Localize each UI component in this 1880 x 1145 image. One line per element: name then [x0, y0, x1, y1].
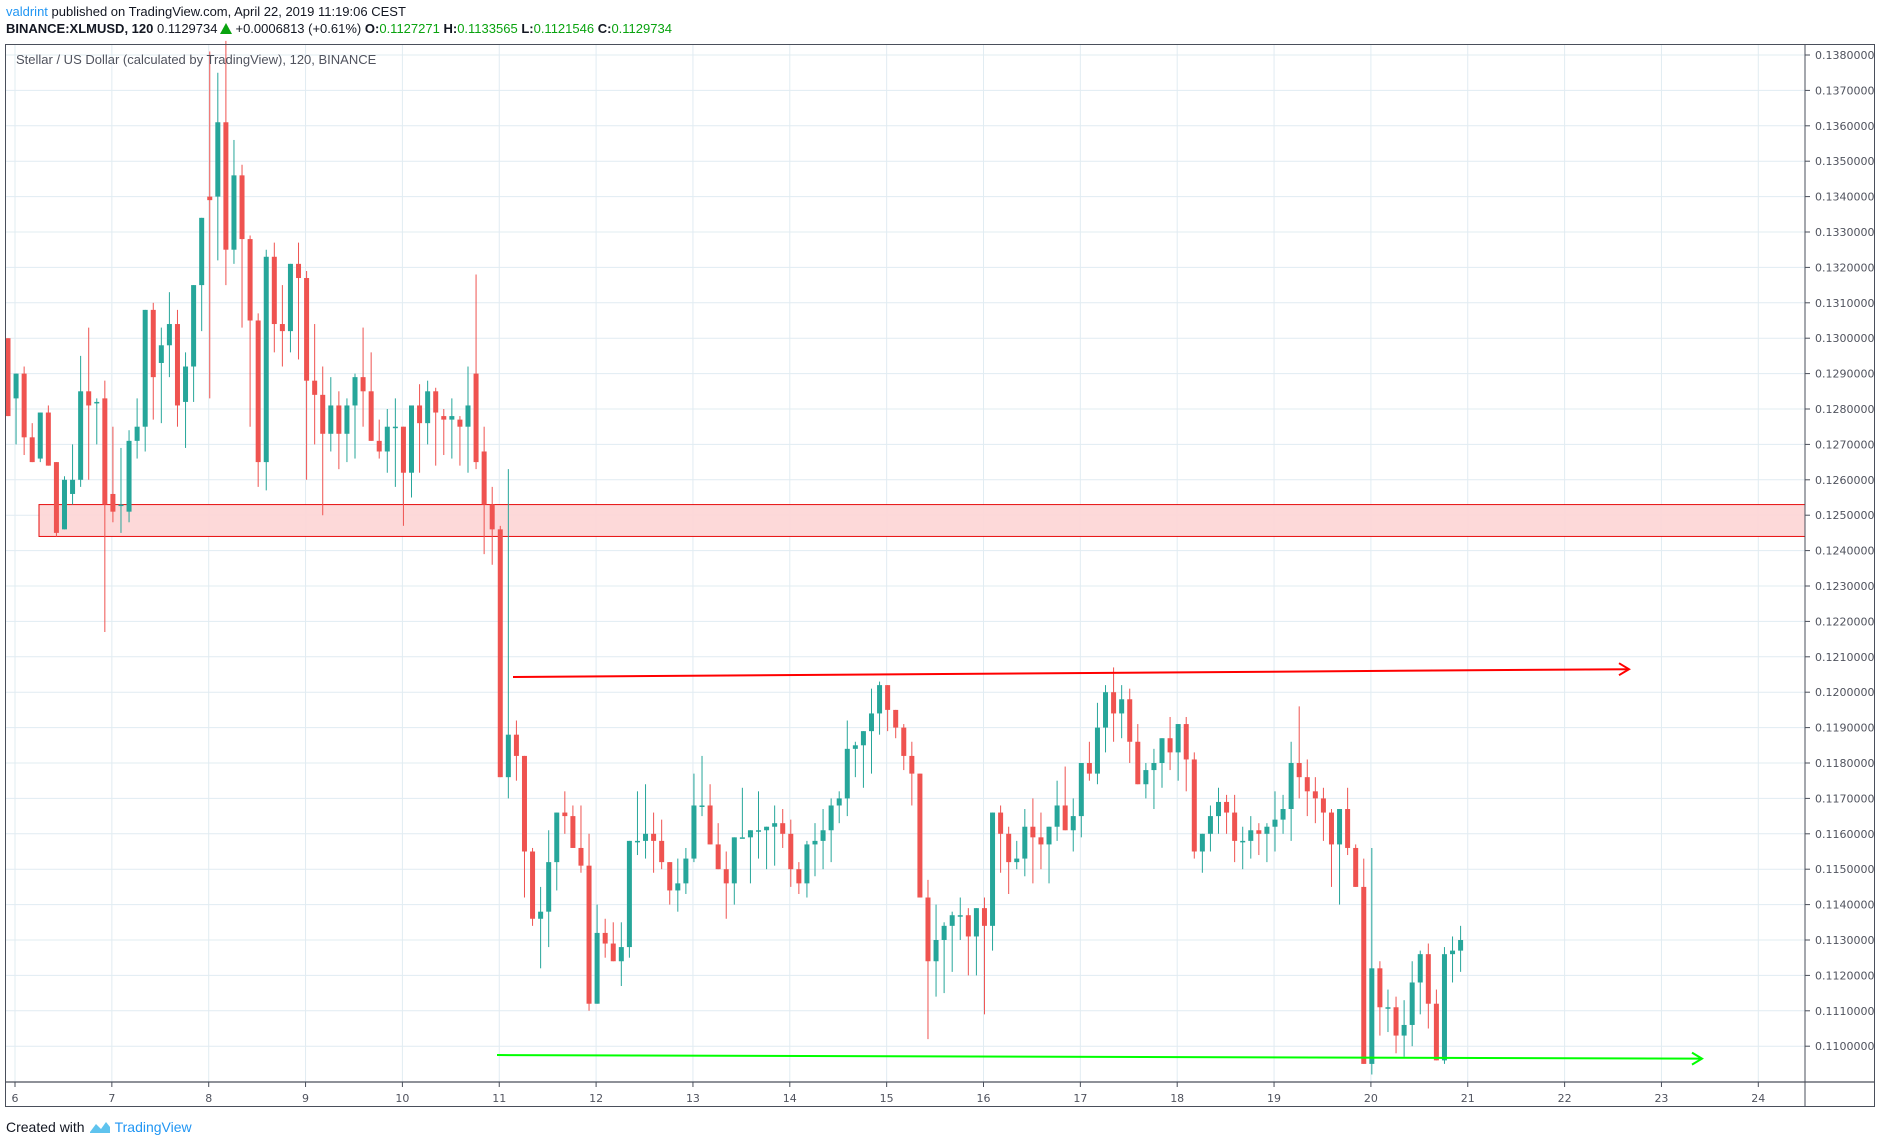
price-tick-label: 0.1200000: [1815, 686, 1875, 699]
time-tick-label: 14: [783, 1092, 797, 1105]
open-value: 0.1127271: [379, 21, 440, 36]
price-tick-label: 0.1330000: [1815, 226, 1875, 239]
open-label: O:: [364, 21, 380, 36]
time-tick-label: 15: [880, 1092, 894, 1105]
time-axis[interactable]: 6 7 8 9 10 11 12 13 14 15 16 17 18 19 20 21 22 23 24: [6, 1081, 1875, 1105]
last-price: 0.1129734: [156, 21, 218, 36]
symbol-legend: BINANCE:XLMUSD, 120 0.1129734 +0.0006813 …: [6, 21, 672, 37]
time-tick-label: 24: [1751, 1092, 1765, 1105]
published-text: published on TradingView.com, April 22, …: [47, 4, 406, 19]
price-tick-label: 0.1220000: [1815, 615, 1875, 628]
price-axis[interactable]: 0.1380000 0.1370000 0.1360000 0.1350000 0.13…: [1804, 44, 1875, 1107]
time-tick-label: 12: [589, 1092, 603, 1105]
created-with-text: Created with: [6, 1119, 85, 1135]
time-tick-label: 7: [108, 1092, 115, 1105]
low-value: 0.1121546: [533, 21, 595, 36]
price-tick-label: 0.1280000: [1815, 403, 1875, 416]
price-tick-label: 0.1270000: [1815, 438, 1875, 451]
price-tick-label: 0.1160000: [1815, 828, 1875, 841]
close-value: 0.1129734: [611, 21, 672, 36]
close-label: C:: [597, 21, 612, 36]
price-tick-label: 0.1100000: [1815, 1040, 1875, 1053]
tradingview-logo-icon: [89, 1122, 110, 1133]
time-tick-label: 11: [492, 1092, 506, 1105]
price-tick-label: 0.1250000: [1815, 509, 1875, 522]
high-value: 0.1133565: [457, 21, 518, 36]
price-tick-label: 0.1260000: [1815, 474, 1875, 487]
time-tick-label: 23: [1654, 1092, 1668, 1105]
symbol-label: BINANCE:XLMUSD, 120: [6, 21, 154, 36]
high-label: H:: [443, 21, 458, 36]
price-tick-label: 0.1310000: [1815, 297, 1875, 310]
price-tick-label: 0.1240000: [1815, 545, 1875, 558]
time-tick-label: 8: [205, 1092, 212, 1105]
candles: [5, 40, 1464, 1075]
price-tick-label: 0.1110000: [1815, 1005, 1875, 1018]
time-tick-label: 9: [302, 1092, 309, 1105]
chart-title: Stellar / US Dollar (calculated by Tradi…: [16, 52, 377, 67]
time-tick-label: 6: [12, 1092, 19, 1105]
price-tick-label: 0.1300000: [1815, 332, 1875, 345]
time-tick-label: 20: [1364, 1092, 1378, 1105]
price-tick-label: 0.1340000: [1815, 191, 1875, 204]
price-tick-label: 0.1290000: [1815, 368, 1875, 381]
up-triangle-icon: [220, 23, 233, 34]
price-tick-label: 0.1180000: [1815, 757, 1875, 770]
price-tick-label: 0.1360000: [1815, 120, 1875, 133]
time-tick-label: 17: [1073, 1092, 1087, 1105]
price-tick-label: 0.1150000: [1815, 863, 1875, 876]
price-tick-label: 0.1210000: [1815, 651, 1875, 664]
author-link[interactable]: valdrint: [6, 4, 48, 19]
price-tick-label: 0.1370000: [1815, 84, 1875, 97]
price-change: +0.0006813 (+0.61%): [235, 21, 362, 36]
price-tick-label: 0.1320000: [1815, 261, 1875, 274]
time-tick-label: 10: [395, 1092, 409, 1105]
price-tick-label: 0.1350000: [1815, 155, 1875, 168]
footer: Created with TradingView: [6, 1119, 192, 1135]
time-tick-label: 19: [1267, 1092, 1281, 1105]
price-tick-label: 0.1190000: [1815, 722, 1875, 735]
low-label: L:: [521, 21, 534, 36]
time-tick-label: 18: [1170, 1092, 1184, 1105]
time-tick-label: 21: [1461, 1092, 1475, 1105]
price-tick-label: 0.1170000: [1815, 792, 1875, 805]
price-tick-label: 0.1130000: [1815, 934, 1875, 947]
tradingview-link[interactable]: TradingView: [114, 1119, 192, 1135]
chart-grid: [6, 44, 1805, 1082]
time-tick-label: 22: [1558, 1092, 1572, 1105]
time-tick-label: 16: [977, 1092, 991, 1105]
trend-arrows[interactable]: [496, 662, 1704, 1066]
price-tick-label: 0.1120000: [1815, 969, 1875, 982]
time-tick-label: 13: [686, 1092, 700, 1105]
publish-info: valdrint published on TradingView.com, A…: [6, 4, 406, 20]
price-tick-label: 0.1140000: [1815, 899, 1875, 912]
resistance-zone[interactable]: [38, 504, 1806, 537]
price-tick-label: 0.1230000: [1815, 580, 1875, 593]
price-tick-label: 0.1380000: [1815, 49, 1875, 62]
chart-frame: [5, 44, 1875, 1107]
